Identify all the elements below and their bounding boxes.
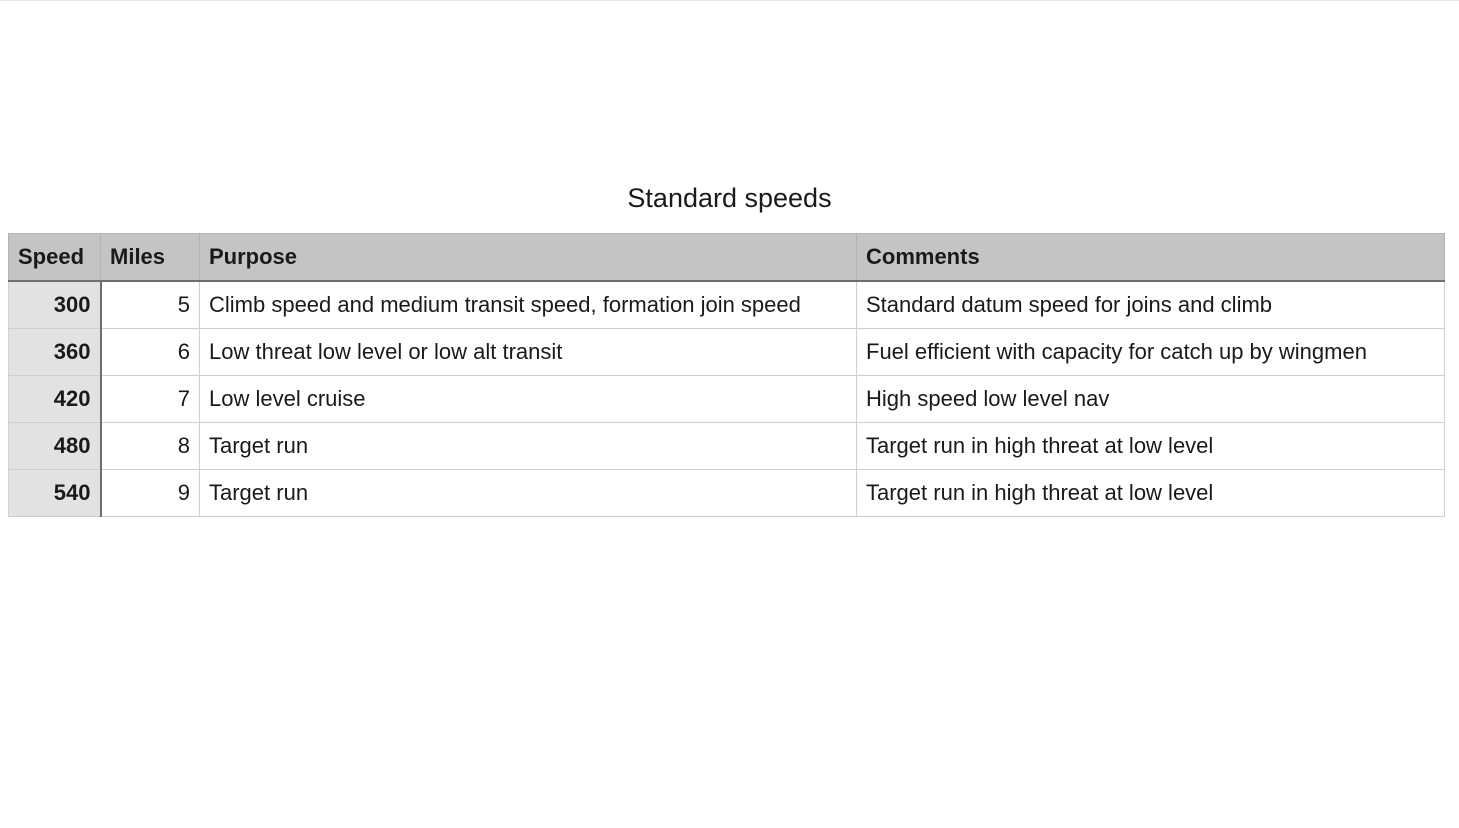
table-row: 420 7 Low level cruise High speed low level… — [8, 375, 1445, 423]
cell-purpose: Low level cruise — [199, 375, 857, 423]
cell-comments: Target run in high threat at low level — [856, 422, 1445, 470]
cell-comments: Target run in high threat at low level — [856, 469, 1445, 517]
cell-miles: 6 — [100, 328, 200, 376]
cell-purpose: Target run — [199, 422, 857, 470]
standard-speeds-table: Speed Miles Purpose Comments 300 5 Climb s… — [8, 233, 1445, 517]
cell-speed: 420 — [8, 375, 102, 423]
cell-speed: 540 — [8, 469, 102, 517]
table-row: 540 9 Target run Target run in high threat … — [8, 469, 1445, 517]
cell-purpose: Target run — [199, 469, 857, 517]
cell-speed: 360 — [8, 328, 102, 376]
cell-miles: 8 — [100, 422, 200, 470]
cell-miles: 5 — [100, 280, 200, 329]
table-row: 360 6 Low threat low level or low alt tran… — [8, 328, 1445, 376]
cell-comments: Fuel efficient with capacity for catch u… — [856, 328, 1445, 376]
header-miles: Miles — [100, 233, 200, 282]
cell-miles: 9 — [100, 469, 200, 517]
cell-comments: Standard datum speed for joins and climb — [856, 280, 1445, 329]
header-row: Speed Miles Purpose Comments — [8, 233, 1445, 282]
cell-purpose: Climb speed and medium transit speed, fo… — [199, 280, 857, 329]
table-row: 480 8 Target run Target run in high threat … — [8, 422, 1445, 470]
cell-comments: High speed low level nav — [856, 375, 1445, 423]
cell-purpose: Low threat low level or low alt transit — [199, 328, 857, 376]
cell-miles: 7 — [100, 375, 200, 423]
table-title: Standard speeds — [627, 183, 832, 213]
top-divider — [0, 0, 1459, 1]
table-row: 300 5 Climb speed and medium transit speed… — [8, 280, 1445, 329]
header-comments: Comments — [856, 233, 1445, 282]
cell-speed: 480 — [8, 422, 102, 470]
header-speed: Speed — [8, 233, 101, 282]
header-purpose: Purpose — [199, 233, 857, 282]
cell-speed: 300 — [8, 280, 102, 329]
